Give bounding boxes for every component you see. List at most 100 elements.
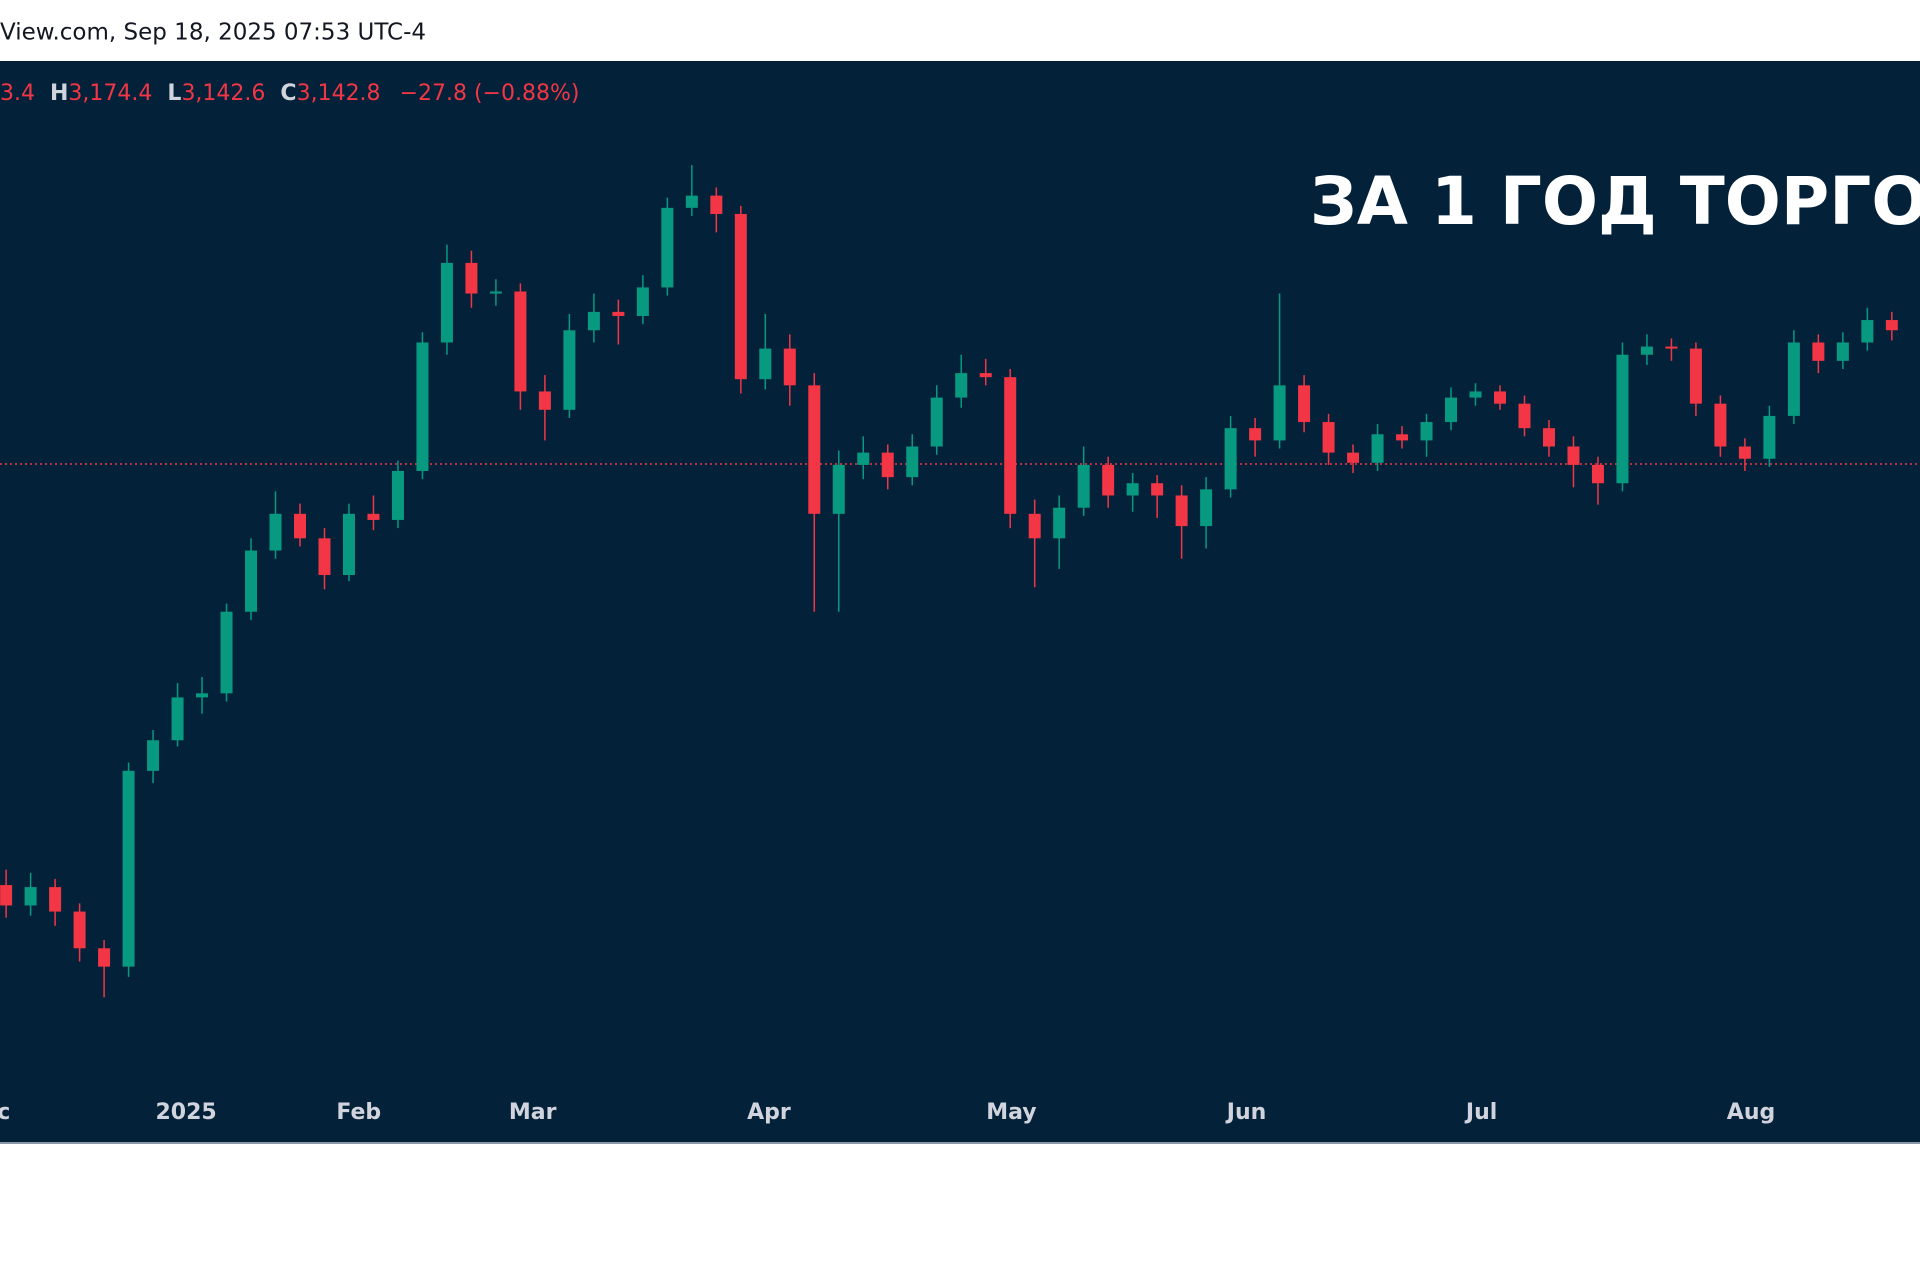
candle-body xyxy=(1885,320,1898,331)
candle-body xyxy=(1175,495,1188,527)
candle-body xyxy=(318,538,331,576)
candle-body xyxy=(1371,434,1384,463)
candle-body xyxy=(906,446,919,478)
candle-body xyxy=(612,311,625,316)
candle-body xyxy=(1763,415,1776,459)
candle-body xyxy=(979,373,992,378)
candle-body xyxy=(73,911,86,949)
candle-body xyxy=(147,740,160,771)
plot-background xyxy=(0,61,1920,1143)
candle-body xyxy=(661,207,674,288)
legend-value: 3.4 xyxy=(0,81,35,106)
x-tick-label: Feb xyxy=(336,1100,381,1125)
candle-body xyxy=(465,262,478,294)
candle-body xyxy=(1028,513,1041,539)
candle-body xyxy=(832,464,845,514)
legend-label: L xyxy=(167,81,181,106)
candle-body xyxy=(220,611,233,694)
candle-body xyxy=(1861,320,1874,343)
candle-body xyxy=(1077,464,1090,508)
candle-body xyxy=(294,513,306,539)
x-tick-label: Mar xyxy=(509,1100,557,1125)
candle-body xyxy=(1836,342,1849,361)
candle-body xyxy=(955,373,968,398)
candle-body xyxy=(440,262,453,343)
candle-body xyxy=(1738,446,1751,459)
ohlc-legend: 3.4 H3,174.4 L3,142.6 C3,142.8 −27.8 (−0… xyxy=(0,81,579,106)
candle-body xyxy=(685,195,698,208)
candle-body xyxy=(269,513,282,551)
candle-body xyxy=(587,311,600,331)
candle-body xyxy=(1322,422,1335,453)
candle-body xyxy=(514,291,527,392)
candle-body xyxy=(245,550,258,612)
candle-body xyxy=(1004,377,1017,514)
candle-body xyxy=(710,195,723,214)
candle-body xyxy=(1714,403,1727,447)
x-tick-label: 2025 xyxy=(156,1100,217,1125)
candle-body xyxy=(1200,489,1213,527)
legend-value: 3,142.6 xyxy=(181,81,265,106)
candle-body xyxy=(1591,464,1604,484)
candle-body xyxy=(1347,452,1360,463)
x-tick-label: Aug xyxy=(1727,1100,1775,1125)
source-text: View.com, Sep 18, 2025 07:53 UTC-4 xyxy=(0,20,426,46)
candle-body xyxy=(881,452,894,478)
candle-body xyxy=(1126,483,1139,496)
legend-label: H xyxy=(50,81,68,106)
candle-body xyxy=(563,330,576,410)
candle-body xyxy=(1151,483,1164,496)
legend-change: −27.8 (−0.88%) xyxy=(400,81,580,106)
candle-body xyxy=(1273,385,1286,441)
candle-body xyxy=(1298,385,1311,423)
candle-body xyxy=(734,213,747,380)
candle-body xyxy=(1396,434,1409,441)
candle-body xyxy=(783,348,796,386)
x-tick-label: Apr xyxy=(747,1100,791,1125)
candle-body xyxy=(391,470,404,520)
candle-body xyxy=(857,452,870,465)
candle-body xyxy=(1249,428,1262,441)
candle-body xyxy=(342,513,355,576)
candle-body xyxy=(1053,507,1066,539)
candle-body xyxy=(1812,342,1825,361)
candle-body xyxy=(489,291,502,294)
candle-body xyxy=(49,887,62,912)
x-tick-label: May xyxy=(986,1100,1036,1125)
candle-body xyxy=(1567,446,1580,465)
candle-body xyxy=(1420,422,1433,441)
candle-body xyxy=(367,513,380,520)
candle-body xyxy=(1469,391,1482,398)
candle-body xyxy=(122,770,135,967)
candle-body xyxy=(416,342,429,471)
x-tick-label: ec xyxy=(0,1100,10,1125)
candle-body xyxy=(0,885,13,906)
candle-body xyxy=(1616,354,1629,484)
candle-body xyxy=(538,391,551,410)
legend-value: 3,142.8 xyxy=(297,81,381,106)
top-bar xyxy=(0,0,1920,61)
candle-body xyxy=(24,887,37,906)
candle-body xyxy=(1102,464,1115,496)
candle-body xyxy=(1689,348,1702,404)
candle-body xyxy=(1518,403,1531,429)
x-tick-label: Jul xyxy=(1464,1100,1497,1125)
candle-body xyxy=(759,348,772,380)
candle-body xyxy=(1224,428,1237,490)
candle-body xyxy=(1787,342,1800,416)
chart-title: ЗА 1 ГОД ТОРГОВ xyxy=(1310,163,1920,240)
legend-value: 3,174.4 xyxy=(68,81,152,106)
legend-label: C xyxy=(280,81,296,106)
candle-body xyxy=(1445,397,1458,423)
candle-body xyxy=(1542,428,1555,447)
candle-body xyxy=(930,397,943,447)
candle-body xyxy=(808,385,821,514)
candle-body xyxy=(1640,346,1653,355)
x-tick-label: Jun xyxy=(1225,1100,1267,1125)
candle-body xyxy=(196,693,209,698)
candle-body xyxy=(1665,346,1678,349)
candle-body xyxy=(636,287,649,316)
candles xyxy=(0,165,1920,998)
